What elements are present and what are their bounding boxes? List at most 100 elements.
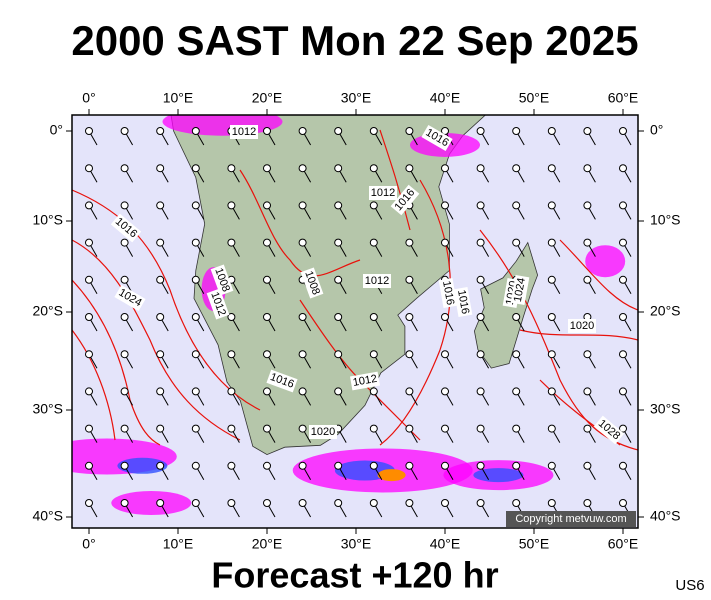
isobar-label-bg xyxy=(390,184,420,216)
station xyxy=(476,127,485,135)
station xyxy=(405,499,414,507)
isobar xyxy=(559,239,638,311)
station xyxy=(156,350,165,359)
isobar-label-bg xyxy=(114,284,146,312)
lon-label-top: 10°E xyxy=(163,90,194,106)
station xyxy=(120,387,129,396)
station xyxy=(156,275,165,284)
station xyxy=(227,387,236,396)
station xyxy=(369,127,378,135)
station xyxy=(298,461,307,470)
isobar xyxy=(379,179,452,446)
station xyxy=(120,424,129,433)
isobar-label-bg xyxy=(568,319,596,333)
isobar-label-box: 1012 xyxy=(206,288,230,320)
station xyxy=(441,313,449,321)
lat-label-right: 20°S xyxy=(650,303,681,319)
station xyxy=(298,387,307,396)
station xyxy=(512,387,521,396)
lat-label-left: 30°S xyxy=(32,401,63,417)
isobar-label-bg xyxy=(309,425,337,439)
station xyxy=(547,238,556,247)
station xyxy=(619,201,627,210)
station xyxy=(405,313,414,321)
lon-label-top: 50°E xyxy=(519,90,550,106)
isobar-label-bg xyxy=(510,274,530,306)
station xyxy=(85,424,93,433)
station xyxy=(405,424,414,433)
station xyxy=(298,313,307,321)
station xyxy=(263,461,271,470)
station xyxy=(583,238,592,247)
station xyxy=(583,387,592,396)
isobar-label-box: 1012 xyxy=(363,274,391,288)
isobar-label-bg xyxy=(421,124,453,152)
station xyxy=(298,499,307,507)
station xyxy=(476,350,485,359)
station xyxy=(441,424,449,433)
station xyxy=(263,275,271,284)
lon-label-bottom: 50°E xyxy=(519,536,550,552)
station xyxy=(512,164,521,173)
isobar-label: 1024 xyxy=(512,277,528,303)
station xyxy=(441,499,449,507)
station xyxy=(619,461,627,470)
station xyxy=(583,127,592,135)
station xyxy=(512,313,521,321)
station xyxy=(547,275,556,284)
heavy-rain xyxy=(117,457,168,474)
station xyxy=(441,387,449,396)
station xyxy=(227,201,236,210)
station xyxy=(120,201,129,210)
station xyxy=(227,424,236,433)
station xyxy=(85,350,93,359)
lat-label-left: 0° xyxy=(50,122,63,138)
isobar xyxy=(379,129,411,231)
station xyxy=(334,350,343,359)
station xyxy=(369,499,378,507)
station xyxy=(512,499,521,507)
station xyxy=(619,499,627,507)
station xyxy=(120,238,129,247)
station xyxy=(156,164,165,173)
isobar-label-box: 1016 xyxy=(453,286,473,318)
station xyxy=(476,238,485,247)
station xyxy=(583,461,592,470)
isobar-label-bg xyxy=(110,213,142,243)
station xyxy=(191,238,200,247)
lon-label-bottom: 40°E xyxy=(430,536,461,552)
station xyxy=(547,350,556,359)
station xyxy=(476,275,485,284)
lat-label-right: 0° xyxy=(650,122,663,138)
station xyxy=(619,424,627,433)
isobar-label-box: 1012 xyxy=(369,186,397,200)
station xyxy=(441,201,449,210)
station xyxy=(547,201,556,210)
lon-label-top: 0° xyxy=(82,90,95,106)
copyright-bg xyxy=(506,511,636,527)
isobar-label-box: 1024 xyxy=(510,274,530,306)
station xyxy=(476,201,485,210)
isobar-label-box: 1012 xyxy=(230,125,258,139)
station xyxy=(334,499,343,507)
station xyxy=(583,164,592,173)
station xyxy=(369,424,378,433)
station xyxy=(263,387,271,396)
station xyxy=(85,164,93,173)
station xyxy=(547,164,556,173)
station xyxy=(476,424,485,433)
station xyxy=(512,238,521,247)
isobar-label-bg xyxy=(266,369,298,393)
lat-label-right: 40°S xyxy=(650,508,681,524)
station xyxy=(298,127,307,135)
station xyxy=(405,238,414,247)
station xyxy=(405,387,414,396)
station xyxy=(191,201,200,210)
station xyxy=(619,313,627,321)
station xyxy=(191,164,200,173)
station xyxy=(156,387,165,396)
station xyxy=(191,350,200,359)
station xyxy=(227,461,236,470)
isobar-label-bg xyxy=(369,186,397,200)
isobar-label-box: 1020 xyxy=(568,319,596,333)
